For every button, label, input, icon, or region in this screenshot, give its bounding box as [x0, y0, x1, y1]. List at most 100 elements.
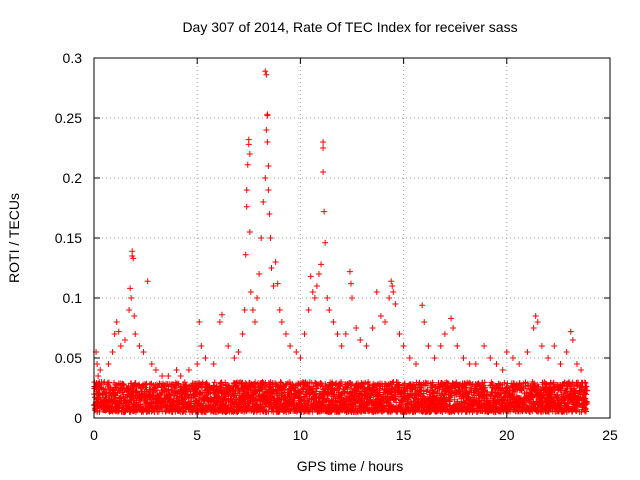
data-point: [346, 389, 353, 396]
data-point: [342, 331, 349, 337]
x-tick-label: 0: [90, 427, 98, 443]
data-point: [518, 384, 525, 391]
data-point: [245, 141, 252, 148]
data-point: [313, 283, 320, 289]
data-point: [581, 379, 588, 386]
data-point: [472, 361, 479, 367]
data-points: [91, 68, 591, 415]
data-point: [530, 325, 537, 331]
x-tick-label: 5: [193, 427, 201, 443]
data-point: [256, 271, 263, 277]
data-point: [132, 331, 139, 337]
data-point: [140, 349, 147, 355]
y-axis-label: ROTI / TECUs: [6, 193, 22, 283]
data-point: [545, 408, 552, 415]
data-point: [583, 408, 590, 415]
data-point: [326, 307, 333, 313]
data-point: [276, 307, 283, 313]
data-point: [451, 384, 458, 391]
data-point: [565, 379, 572, 386]
data-point: [400, 343, 407, 349]
data-point: [563, 349, 570, 355]
data-point: [165, 373, 172, 379]
data-point: [513, 386, 520, 393]
data-point: [262, 68, 269, 75]
data-point: [466, 361, 473, 367]
data-point: [324, 295, 331, 301]
data-point: [396, 331, 403, 337]
data-point: [104, 379, 111, 386]
data-point: [357, 337, 364, 343]
data-point: [346, 268, 353, 275]
data-point: [363, 343, 370, 349]
data-point: [113, 319, 120, 325]
data-point: [198, 384, 205, 391]
data-point: [582, 395, 589, 402]
x-tick-label: 25: [602, 427, 618, 443]
data-point: [353, 325, 360, 331]
data-point: [268, 265, 275, 271]
data-point: [362, 379, 369, 386]
data-point: [177, 373, 184, 379]
data-point: [441, 331, 448, 337]
data-point: [176, 406, 183, 413]
data-point: [127, 285, 134, 292]
data-point: [266, 211, 273, 217]
data-point: [322, 239, 329, 246]
data-point: [437, 343, 444, 349]
data-point: [349, 295, 355, 301]
data-point: [584, 399, 591, 406]
data-point: [532, 313, 539, 319]
data-point: [534, 319, 541, 325]
data-point: [246, 151, 253, 157]
data-point: [173, 367, 180, 373]
data-point: [566, 391, 573, 398]
data-point: [318, 261, 325, 268]
data-point: [340, 389, 347, 396]
data-point: [218, 311, 225, 318]
data-point: [274, 280, 281, 287]
data-point: [321, 208, 328, 215]
data-point: [199, 383, 206, 390]
data-point: [117, 343, 124, 349]
data-point: [297, 355, 304, 361]
data-point: [320, 145, 327, 151]
data-point: [120, 381, 127, 388]
data-point: [470, 403, 477, 410]
data-point: [307, 273, 314, 280]
data-point: [338, 379, 345, 386]
data-point: [194, 361, 201, 367]
data-point: [94, 361, 101, 367]
data-point: [408, 401, 415, 408]
data-point: [259, 379, 266, 386]
data-point: [482, 384, 489, 391]
data-point: [313, 385, 320, 392]
axis-ticks: 0 5 10 15 20 25 0 0.05 0.1 0.15 0.2 0.25 0.3: [55, 50, 618, 443]
data-point: [230, 387, 237, 394]
data-point: [377, 313, 384, 319]
data-point: [481, 392, 488, 399]
data-point: [335, 389, 342, 396]
data-point: [460, 398, 467, 405]
data-point: [272, 259, 279, 265]
data-point: [450, 325, 457, 331]
data-point: [263, 127, 270, 133]
data-point: [569, 337, 576, 343]
data-point: [174, 380, 181, 387]
x-axis-label: GPS time / hours: [297, 458, 404, 474]
data-point: [582, 385, 589, 391]
data-point: [109, 349, 116, 355]
data-point: [260, 199, 267, 205]
data-point: [97, 367, 104, 373]
data-point: [454, 343, 461, 349]
data-point: [243, 187, 250, 193]
data-point: [128, 295, 135, 301]
data-point: [158, 392, 165, 399]
data-point: [105, 361, 112, 367]
data-point: [463, 384, 470, 391]
data-point: [461, 399, 468, 406]
grid-lines: [94, 58, 610, 418]
data-point: [338, 343, 345, 349]
y-tick-label: 0: [74, 410, 82, 426]
data-point: [386, 295, 393, 301]
